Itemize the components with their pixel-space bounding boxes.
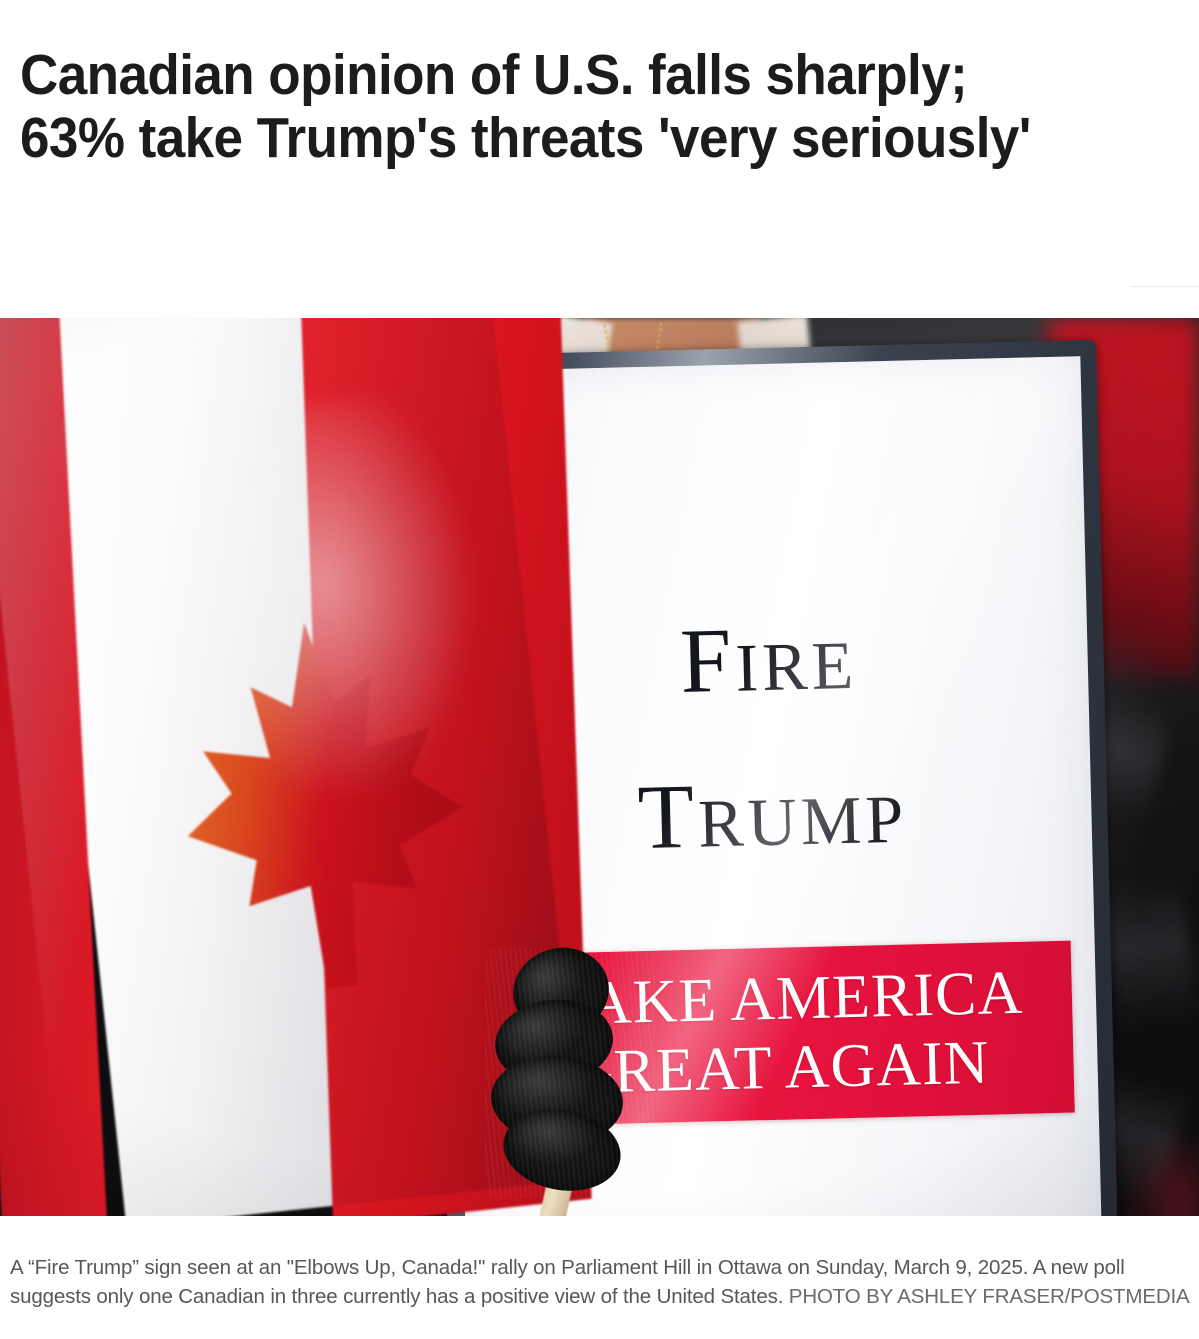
sign-fire-initial: FIRE <box>678 608 859 713</box>
article-photo: FIRE TRUMP MAKE AMERICA GREAT AGAIN <box>0 318 1199 1216</box>
maple-leaf-icon <box>154 600 492 1009</box>
page-title: Canadian opinion of U.S. falls sharply; … <box>20 43 1031 171</box>
caption-body: A “Fire Trump” sign seen at an "Elbows U… <box>10 1255 1125 1309</box>
divider-line <box>1130 286 1199 287</box>
canadian-flag <box>0 318 592 1216</box>
photo-credit: PHOTO BY ASHLEY FRASER/POSTMEDIA <box>788 1285 1190 1309</box>
photo-caption: A “Fire Trump” sign seen at an "Elbows U… <box>10 1253 1190 1313</box>
black-knitted-glove <box>485 938 655 1200</box>
sign-trump-initial: TRUMP <box>636 764 909 869</box>
glove-knit-texture <box>485 948 655 1198</box>
